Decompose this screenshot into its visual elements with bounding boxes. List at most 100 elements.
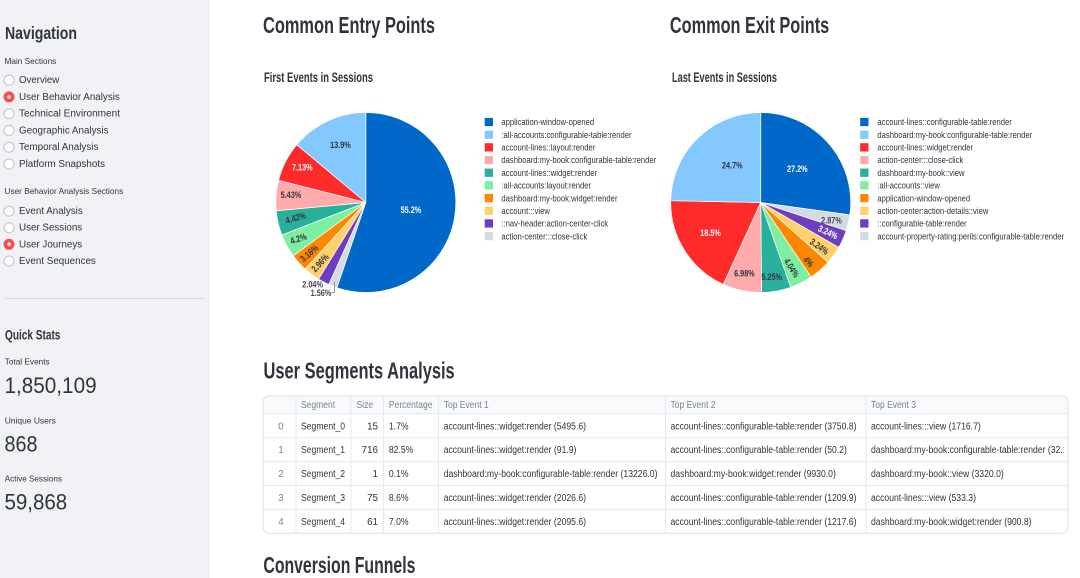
svg-text:3: 3 [278, 493, 284, 504]
svg-text:account-lines::configurable-ta: account-lines::configurable-table:render… [671, 517, 857, 528]
svg-text:Technical Environment: Technical Environment [19, 109, 120, 120]
svg-text:Total Events: Total Events [5, 357, 50, 367]
svg-text:Size: Size [357, 400, 374, 411]
svg-text:account-lines::widget:render: account-lines::widget:render [501, 168, 597, 178]
svg-text:Common Exit Points: Common Exit Points [670, 12, 829, 38]
svg-text:dashboard:my-book:configurable: dashboard:my-book:configurable-table:ren… [501, 155, 656, 165]
svg-text::all-accounts::view: :all-accounts::view [877, 181, 940, 191]
svg-text:Quick Stats: Quick Stats [5, 328, 60, 343]
svg-text:Segment_4: Segment_4 [301, 517, 346, 528]
svg-text:User Sessions: User Sessions [19, 223, 82, 234]
svg-text:account-lines::widget:render (: account-lines::widget:render (2095.6) [444, 517, 586, 528]
svg-text:Segment_0: Segment_0 [301, 421, 346, 432]
svg-text:27.2%: 27.2% [787, 163, 808, 174]
svg-text:action-center:::close-click: action-center:::close-click [877, 155, 963, 165]
svg-text:59,868: 59,868 [5, 490, 68, 515]
svg-text:account-lines::widget:render (: account-lines::widget:render (91.9) [444, 445, 577, 456]
svg-text:account-lines::configurable-ta: account-lines::configurable-table:render [877, 117, 1011, 127]
svg-text:82.5%: 82.5% [389, 445, 414, 456]
svg-text:Top Event 2: Top Event 2 [671, 400, 716, 411]
svg-text:action-center:action-details::: action-center:action-details::view [877, 206, 989, 216]
svg-text:Unique Users: Unique Users [5, 416, 56, 426]
svg-text:account:::view: account:::view [501, 206, 550, 216]
svg-text:dashboard:my-book:configurable: dashboard:my-book:configurable-table:ren… [871, 445, 1070, 456]
svg-text:First Events in Sessions: First Events in Sessions [264, 70, 373, 85]
svg-text:Geographic Analysis: Geographic Analysis [19, 125, 109, 136]
svg-text:account-lines::configurable-ta: account-lines::configurable-table:render… [671, 445, 847, 456]
svg-text:Segment_3: Segment_3 [301, 493, 346, 504]
svg-text:Conversion Funnels: Conversion Funnels [263, 552, 415, 578]
svg-text:account-lines::configurable-ta: account-lines::configurable-table:render… [671, 421, 857, 432]
svg-text:User Journeys: User Journeys [19, 239, 82, 250]
svg-text:0.1%: 0.1% [389, 469, 409, 480]
svg-text:2.87%: 2.87% [821, 214, 842, 225]
svg-text:account-lines::widget:render (: account-lines::widget:render (2026.6) [444, 493, 586, 504]
svg-text::all-accounts:configurable-tab: :all-accounts:configurable-table:render [501, 130, 631, 140]
svg-text:1.56%: 1.56% [311, 287, 332, 298]
svg-text:55.2%: 55.2% [401, 204, 422, 215]
svg-text:7.0%: 7.0% [389, 517, 409, 528]
svg-text:24.7%: 24.7% [722, 159, 743, 170]
svg-text::all-accounts:layout:render: :all-accounts:layout:render [501, 181, 591, 191]
svg-text:2: 2 [278, 469, 283, 480]
svg-text:Overview: Overview [19, 75, 60, 86]
svg-text:4: 4 [278, 517, 284, 528]
svg-text:Segment_2: Segment_2 [301, 469, 345, 480]
svg-text:1: 1 [373, 469, 378, 480]
svg-text:Platform Snapshots: Platform Snapshots [19, 159, 105, 170]
svg-text:1,850,109: 1,850,109 [5, 373, 97, 398]
svg-text:716: 716 [362, 445, 379, 456]
svg-text:::nav-header:action-center-cli: ::nav-header:action-center-click [501, 219, 608, 229]
svg-text:0: 0 [278, 421, 284, 432]
svg-text:dashboard:my-book:widget:rende: dashboard:my-book:widget:render [501, 193, 617, 203]
svg-text:Navigation: Navigation [5, 23, 77, 43]
svg-text:action-center:::close-click: action-center:::close-click [501, 231, 587, 241]
svg-text:61: 61 [367, 517, 378, 528]
svg-text:dashboard:my-book:configurable: dashboard:my-book:configurable-table:ren… [877, 130, 1032, 140]
svg-text:account-lines:::view (1716.7): account-lines:::view (1716.7) [871, 421, 981, 432]
svg-text:1: 1 [278, 445, 283, 456]
svg-text:application-window-opened: application-window-opened [501, 117, 594, 127]
svg-text:::configurable-table:render: ::configurable-table:render [877, 219, 966, 229]
svg-text:1.7%: 1.7% [389, 421, 409, 432]
svg-text:Temporal Analysis: Temporal Analysis [19, 142, 98, 153]
svg-text:application-window-opened: application-window-opened [877, 193, 970, 203]
svg-text:Percentage: Percentage [389, 400, 433, 411]
svg-text:Top Event 3: Top Event 3 [871, 400, 916, 411]
svg-text:18.5%: 18.5% [700, 227, 721, 238]
svg-text:User Segments Analysis: User Segments Analysis [264, 357, 455, 383]
svg-text:868: 868 [5, 432, 38, 457]
svg-text:dashboard:my-book:widget:rende: dashboard:my-book:widget:render (9930.0) [671, 469, 836, 480]
svg-text:8.6%: 8.6% [389, 493, 409, 504]
svg-text:Event Sequences: Event Sequences [19, 256, 96, 267]
svg-text:dashboard:my-book::view: dashboard:my-book::view [877, 168, 965, 178]
svg-text:Event Analysis: Event Analysis [19, 206, 83, 217]
svg-text:dashboard:my-book:widget:rende: dashboard:my-book:widget:render (900.8) [871, 517, 1032, 528]
svg-text:75: 75 [367, 493, 378, 504]
svg-text:4.2%: 4.2% [289, 230, 309, 246]
svg-text:5.25%: 5.25% [761, 271, 782, 282]
svg-text:Active Sessions: Active Sessions [5, 474, 62, 484]
svg-text:Top Event 1: Top Event 1 [444, 400, 489, 411]
svg-text:Last Events in Sessions: Last Events in Sessions [672, 70, 777, 85]
svg-text:account-lines::configurable-ta: account-lines::configurable-table:render… [671, 493, 857, 504]
svg-text:account-lines::widget:render (: account-lines::widget:render (5495.6) [444, 421, 586, 432]
svg-text:2.04%: 2.04% [302, 279, 323, 290]
svg-text:account-lines::layout:render: account-lines::layout:render [501, 143, 595, 153]
svg-text:account-lines::widget:render: account-lines::widget:render [877, 143, 973, 153]
svg-text:account-property-rating:perils: account-property-rating:perils:configura… [877, 231, 1064, 241]
svg-text:dashboard:my-book:configurable: dashboard:my-book:configurable-table:ren… [444, 469, 658, 480]
svg-text:Main Sections: Main Sections [5, 56, 57, 66]
svg-text:5.43%: 5.43% [281, 189, 302, 200]
svg-text:User Behavior Analysis: User Behavior Analysis [19, 92, 120, 103]
svg-text:Segment_1: Segment_1 [301, 445, 345, 456]
svg-text:User Behavior Analysis Section: User Behavior Analysis Sections [5, 186, 124, 196]
svg-text:13.9%: 13.9% [330, 139, 351, 150]
svg-text:15: 15 [367, 421, 378, 432]
svg-text:6.98%: 6.98% [734, 267, 755, 278]
svg-text:Segment: Segment [301, 400, 335, 411]
svg-text:Common Entry Points: Common Entry Points [263, 12, 435, 38]
svg-text:account-lines:::view (533.3): account-lines:::view (533.3) [871, 493, 976, 504]
svg-text:dashboard:my-book::view (3320.: dashboard:my-book::view (3320.0) [871, 469, 1004, 480]
svg-text:7.13%: 7.13% [292, 161, 313, 172]
